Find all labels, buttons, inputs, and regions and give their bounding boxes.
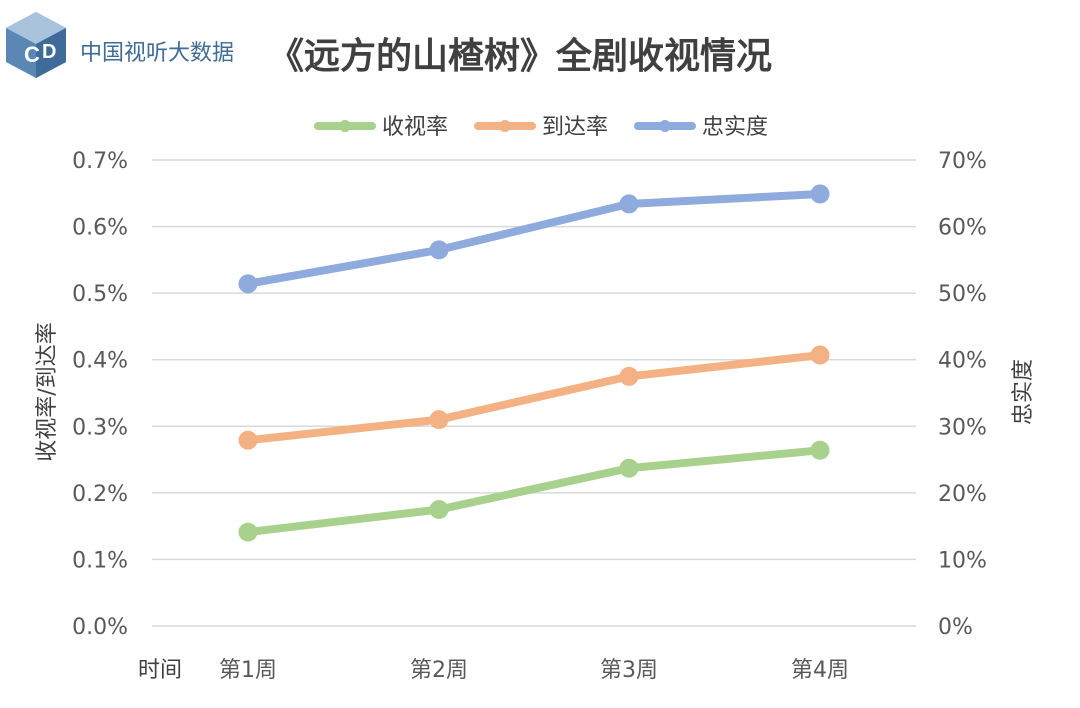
series-line — [244, 446, 824, 537]
data-point — [810, 184, 830, 204]
right-tick-label: 30% — [938, 415, 987, 440]
right-axis-title: 忠实度 — [1011, 359, 1036, 425]
right-tick-label: 70% — [938, 149, 987, 174]
data-point — [238, 522, 258, 542]
x-tick-label: 第2周 — [410, 658, 468, 683]
right-tick-label: 60% — [938, 216, 987, 241]
data-point — [619, 194, 639, 214]
series-line — [244, 190, 824, 288]
legend-marker — [499, 120, 511, 132]
left-tick-label: 0.6% — [72, 216, 128, 241]
legend-label: 到达率 — [542, 115, 608, 140]
data-point — [619, 458, 639, 478]
left-tick-label: 0.4% — [72, 349, 128, 374]
data-point — [238, 274, 258, 294]
chart-title: 《远方的山楂树》全剧收视情况 — [268, 35, 772, 77]
right-tick-label: 0% — [938, 615, 973, 640]
left-tick-label: 0.5% — [72, 282, 128, 307]
right-tick-label: 50% — [938, 282, 987, 307]
legend: 收视率 到达率 忠实度 — [314, 115, 768, 140]
svg-text:C: C — [24, 42, 40, 67]
left-tick-label: 0.2% — [72, 482, 128, 507]
left-tick-label: 0.1% — [72, 548, 128, 573]
x-tick-label: 第4周 — [791, 658, 849, 683]
left-tick-label: 0.3% — [72, 415, 128, 440]
data-point — [810, 345, 830, 365]
data-point — [619, 366, 639, 386]
right-tick-label: 40% — [938, 349, 987, 374]
series-layer — [238, 184, 830, 542]
data-point — [429, 410, 449, 430]
brand-logo-icon: C D — [6, 12, 66, 78]
data-point — [429, 240, 449, 260]
x-tick-label: 第1周 — [219, 658, 277, 683]
x-axis-ticks: 第1周 第2周 第3周 第4周 — [219, 658, 849, 683]
legend-label: 收视率 — [382, 115, 448, 140]
series-line — [244, 351, 824, 445]
data-point — [238, 430, 258, 450]
right-tick-label: 10% — [938, 548, 987, 573]
x-tick-label: 第3周 — [600, 658, 658, 683]
svg-text:D: D — [42, 41, 56, 63]
left-axis-title: 收视率/到达率 — [35, 322, 60, 461]
data-point — [429, 500, 449, 519]
legend-marker — [339, 120, 351, 132]
left-tick-label: 0.7% — [72, 149, 128, 174]
legend-label: 忠实度 — [702, 115, 768, 140]
legend-marker — [659, 120, 671, 132]
left-tick-label: 0.0% — [72, 615, 128, 640]
right-tick-label: 20% — [938, 482, 987, 507]
left-axis-ticks: 0.0% 0.1% 0.2% 0.3% 0.4% 0.5% 0.6% 0.7% — [72, 149, 128, 640]
right-axis-ticks: 0% 10% 20% 30% 40% 50% 60% 70% — [938, 149, 987, 640]
x-axis-title: 时间 — [138, 658, 182, 683]
brand-name: 中国视听大数据 — [80, 41, 234, 66]
data-point — [810, 440, 830, 460]
